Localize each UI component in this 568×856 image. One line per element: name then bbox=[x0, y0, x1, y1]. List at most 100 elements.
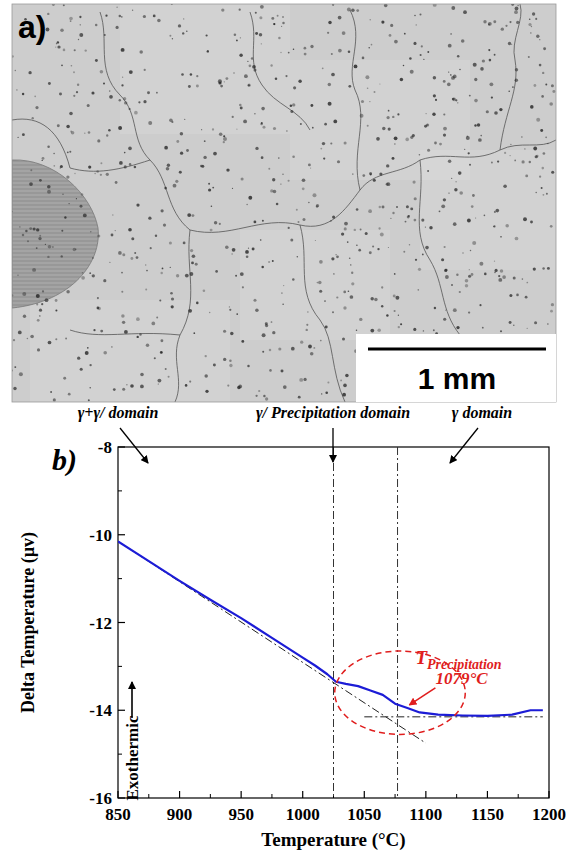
precipitate-dot bbox=[522, 278, 524, 280]
precipitate-dot bbox=[322, 67, 324, 69]
x-tick-label: 1050 bbox=[347, 805, 381, 824]
precipitate-dot bbox=[451, 6, 455, 10]
precipitate-dot bbox=[134, 166, 137, 169]
precipitate-dot bbox=[186, 149, 189, 152]
precipitate-dot bbox=[412, 134, 415, 137]
precipitate-dot bbox=[207, 50, 209, 52]
precipitate-dot bbox=[69, 17, 73, 21]
precipitate-dot bbox=[479, 262, 483, 266]
precipitate-dot bbox=[475, 217, 476, 218]
precipitate-dot bbox=[249, 64, 252, 67]
precipitate-dot bbox=[453, 308, 457, 312]
precipitate-dot bbox=[95, 24, 98, 27]
precipitate-dot bbox=[452, 97, 456, 101]
precipitate-dot bbox=[185, 384, 188, 387]
precipitate-dot bbox=[302, 218, 305, 221]
y-tick bbox=[118, 446, 125, 447]
precipitate-dot bbox=[236, 129, 237, 130]
precipitate-dot bbox=[313, 347, 315, 349]
precipitate-dot bbox=[290, 104, 293, 107]
precipitate-dot bbox=[146, 270, 148, 272]
precipitate-dot bbox=[498, 275, 500, 277]
precipitate-dot bbox=[462, 252, 463, 253]
precipitate-dot bbox=[367, 125, 369, 127]
precipitate-dot bbox=[17, 275, 18, 276]
precipitate-dot bbox=[130, 257, 133, 260]
precipitate-dot bbox=[367, 87, 369, 89]
precipitate-dot bbox=[467, 219, 471, 223]
precipitate-dot bbox=[288, 180, 290, 182]
precipitate-dot bbox=[33, 228, 36, 231]
precipitate-dot bbox=[182, 32, 184, 34]
precipitate-dot bbox=[155, 235, 157, 237]
precipitate-dot bbox=[419, 13, 421, 15]
precipitate-dot bbox=[469, 95, 471, 97]
precipitate-dot bbox=[261, 156, 264, 159]
precipitate-dot bbox=[22, 292, 26, 296]
x-minor-tick bbox=[518, 794, 519, 798]
precipitate-dot bbox=[454, 188, 457, 191]
precipitate-dot bbox=[144, 69, 146, 71]
precipitate-dot bbox=[425, 226, 426, 227]
precipitate-dot bbox=[458, 171, 462, 175]
precipitate-dot bbox=[392, 212, 394, 214]
precipitate-dot bbox=[328, 102, 332, 106]
domain-boundary bbox=[397, 447, 398, 798]
grain-boundary bbox=[420, 140, 556, 160]
precipitate-dot bbox=[448, 71, 449, 72]
precipitate-dot bbox=[400, 323, 402, 325]
precipitate-dot bbox=[551, 84, 554, 87]
precipitate-dot bbox=[219, 223, 221, 225]
precipitate-dot bbox=[53, 398, 56, 401]
precipitate-dot bbox=[122, 321, 125, 324]
precipitate-dot bbox=[23, 315, 26, 318]
domain-arrow bbox=[120, 428, 148, 463]
precipitate-dot bbox=[403, 251, 405, 253]
precipitate-dot bbox=[186, 31, 188, 33]
grain-boundary bbox=[419, 160, 460, 335]
precipitate-dot bbox=[302, 187, 305, 190]
precipitate-dot bbox=[80, 205, 83, 208]
grain-boundary bbox=[70, 330, 180, 335]
precipitate-dot bbox=[90, 231, 91, 232]
precipitate-dot bbox=[255, 12, 257, 14]
precipitate-dot bbox=[293, 86, 296, 89]
precipitate-dot bbox=[459, 191, 463, 195]
precipitate-dot bbox=[220, 85, 223, 88]
precipitate-dot bbox=[508, 90, 510, 92]
precipitate-dot bbox=[255, 395, 257, 397]
precipitate-dot bbox=[539, 176, 541, 178]
precipitate-dot bbox=[243, 119, 247, 123]
precipitate-dot bbox=[443, 318, 446, 321]
precipitate-dot bbox=[542, 167, 545, 170]
precipitate-dot bbox=[63, 49, 66, 52]
precipitate-dot bbox=[100, 162, 102, 164]
precipitate-dot bbox=[320, 148, 322, 150]
precipitate-dot bbox=[272, 260, 274, 262]
precipitate-dot bbox=[191, 261, 194, 264]
precipitate-dot bbox=[88, 399, 90, 401]
precipitate-dot bbox=[225, 77, 228, 80]
precipitate-dot bbox=[499, 108, 502, 111]
plot-area bbox=[118, 447, 543, 798]
precipitate-dot bbox=[536, 118, 540, 122]
precipitate-dot bbox=[47, 256, 49, 258]
precipitate-dot bbox=[547, 323, 549, 325]
precipitate-dot bbox=[164, 146, 168, 150]
precipitate-dot bbox=[465, 279, 469, 283]
precipitate-dot bbox=[425, 113, 426, 114]
precipitate-dot bbox=[534, 321, 537, 324]
precipitate-dot bbox=[313, 193, 317, 197]
precipitate-dot bbox=[536, 35, 539, 38]
y-tick-label: -8 bbox=[98, 438, 112, 457]
precipitate-dot bbox=[362, 57, 365, 60]
precipitate-dot bbox=[262, 220, 264, 222]
precipitate-dot bbox=[213, 152, 217, 156]
precipitate-dot bbox=[229, 306, 230, 307]
precipitate-dot bbox=[422, 254, 424, 256]
precipitate-dot bbox=[203, 156, 206, 159]
precipitate-dot bbox=[318, 281, 322, 285]
precipitate-dot bbox=[392, 157, 395, 160]
precipitate-dot bbox=[159, 299, 161, 301]
precipitate-dot bbox=[241, 340, 244, 343]
